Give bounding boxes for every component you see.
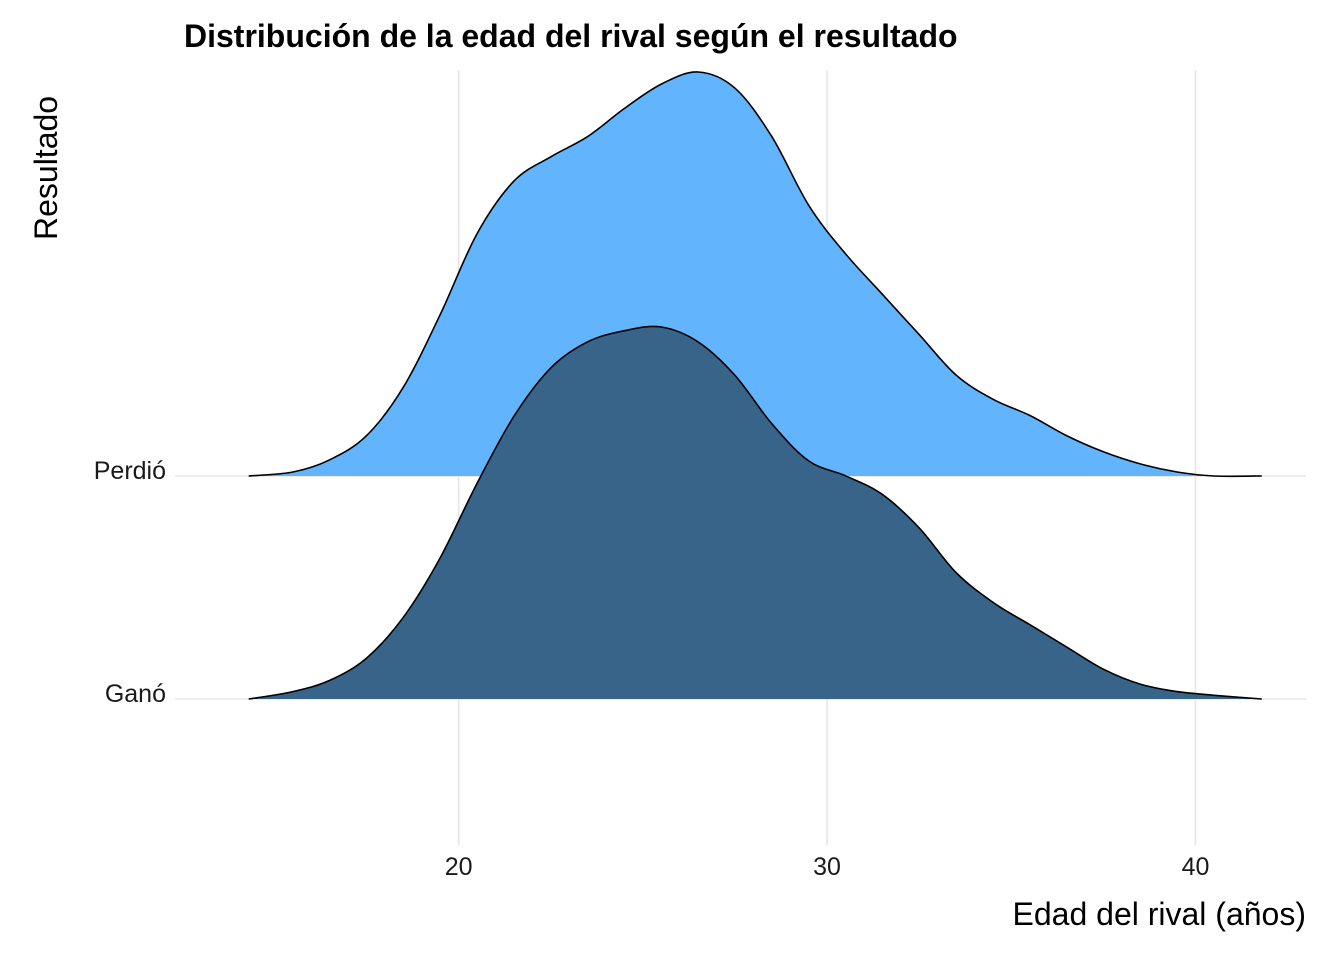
chart-title: Distribución de la edad del rival según …: [184, 18, 958, 54]
x-tick-label-40: 40: [1182, 853, 1210, 881]
density-area-ganó: [248, 326, 1262, 699]
density-line-ganó: [248, 325, 1262, 700]
x-axis-title: Edad del rival (años): [1012, 896, 1306, 932]
x-tick-layer: 20 30 40: [445, 853, 1210, 881]
density-line-perdió: [248, 71, 1262, 478]
x-tick-label-20: 20: [445, 853, 473, 881]
x-tick-label-30: 30: [813, 853, 841, 881]
y-tick-label-ganó: Ganó: [105, 680, 166, 708]
y-tick-layer: Ganó Perdió: [94, 457, 166, 708]
density-area-perdió: [248, 71, 1262, 477]
series-layer: [248, 71, 1262, 700]
y-tick-label-perdió: Perdió: [94, 457, 166, 485]
